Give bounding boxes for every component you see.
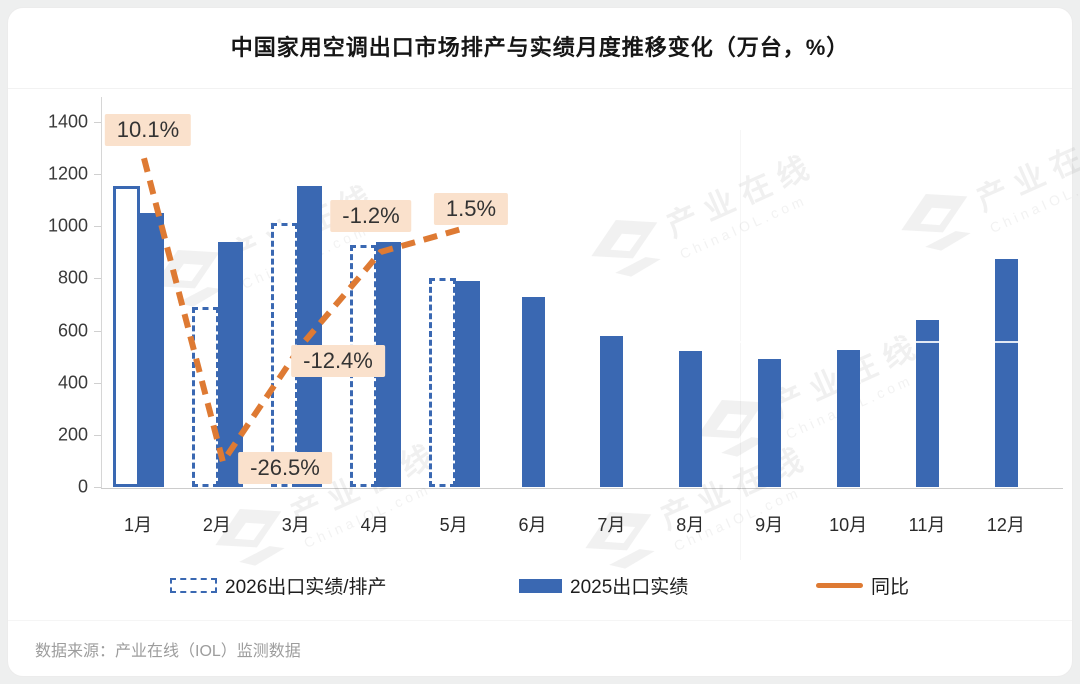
bar-2025-11月 bbox=[916, 320, 939, 487]
y-axis-label: 1200 bbox=[47, 163, 88, 184]
legend-item-2026: 2026出口实绩/排产 bbox=[170, 572, 387, 599]
legend-swatch-dashed-bar bbox=[170, 578, 217, 593]
footer-divider bbox=[8, 620, 1072, 621]
bar-2026-1月 bbox=[113, 185, 140, 487]
bar-2026-2月 bbox=[191, 307, 219, 487]
y-axis-tick bbox=[94, 122, 101, 124]
source-note: 数据来源：产业在线（IOL）监测数据 bbox=[35, 643, 301, 660]
x-axis-label-2月: 2月 bbox=[202, 515, 231, 535]
chart-title: 中国家用空调出口市场排产与实绩月度推移变化（万台，%） bbox=[230, 35, 850, 60]
x-axis-label-5月: 5月 bbox=[439, 515, 468, 535]
legend-swatch-line bbox=[816, 583, 863, 588]
x-axis-label-11月: 11月 bbox=[908, 515, 946, 535]
y-axis-label: 200 bbox=[57, 424, 88, 445]
y-axis-label: 600 bbox=[57, 320, 88, 341]
watermark-seam-horizontal bbox=[652, 341, 1063, 343]
bar-2025-2月 bbox=[217, 241, 243, 487]
y-axis-label: 1000 bbox=[47, 215, 88, 236]
y-axis-label: 0 bbox=[77, 476, 88, 497]
yoy-annotation-5: 1.5% bbox=[433, 193, 509, 225]
y-axis-tick bbox=[94, 487, 101, 488]
brand-logo-icon bbox=[591, 220, 661, 277]
yoy-annotation-3: -12.4% bbox=[291, 345, 385, 377]
legend-label-2025: 2025出口实绩 bbox=[570, 577, 689, 598]
yoy-annotation-1: 10.1% bbox=[104, 114, 192, 146]
legend-label-yoy: 同比 bbox=[871, 577, 910, 598]
bar-2025-9月 bbox=[758, 359, 782, 487]
y-axis-label: 800 bbox=[57, 267, 88, 288]
bar-2026-5月 bbox=[428, 277, 456, 487]
x-axis-label-3月: 3月 bbox=[281, 515, 310, 535]
brand-logo-icon bbox=[901, 194, 971, 251]
x-axis-label-4月: 4月 bbox=[360, 515, 389, 535]
legend-item-2025: 2025出口实绩 bbox=[519, 572, 688, 599]
y-axis-tick bbox=[94, 174, 101, 176]
watermark-seam-vertical bbox=[740, 130, 741, 560]
title-divider bbox=[8, 88, 1072, 89]
watermark-en-text: ChinaIOL.com bbox=[677, 191, 810, 263]
y-axis-label: 400 bbox=[57, 372, 88, 393]
x-axis-label-10月: 10月 bbox=[829, 515, 868, 535]
x-axis-label-12月: 12月 bbox=[986, 515, 1025, 535]
brand-logo-icon bbox=[215, 509, 285, 566]
legend-label-2026: 2026出口实绩/排产 bbox=[225, 577, 387, 598]
bar-2025-8月 bbox=[679, 351, 703, 487]
y-axis-tick bbox=[94, 278, 101, 280]
bar-2025-1月 bbox=[139, 213, 164, 487]
bar-2025-12月 bbox=[994, 258, 1018, 487]
yoy-annotation-2: -26.5% bbox=[238, 452, 332, 484]
watermark-cn-text: 产业在线 bbox=[971, 120, 1080, 218]
x-axis-label-7月: 7月 bbox=[597, 515, 626, 535]
bar-2025-6月 bbox=[521, 296, 545, 487]
x-axis-line bbox=[101, 488, 1063, 489]
bar-2025-3月 bbox=[296, 185, 322, 487]
legend-item-yoy: 同比 bbox=[816, 572, 909, 599]
x-axis-label-1月: 1月 bbox=[123, 515, 152, 535]
bar-2025-10月 bbox=[837, 350, 861, 487]
y-axis-line bbox=[101, 97, 102, 488]
bar-2025-7月 bbox=[600, 335, 624, 487]
legend-swatch-solid-bar bbox=[519, 578, 562, 593]
y-axis-label: 1400 bbox=[47, 111, 88, 132]
y-axis-tick bbox=[94, 330, 101, 332]
y-axis-tick bbox=[94, 226, 101, 228]
y-axis-tick bbox=[94, 434, 101, 436]
x-axis-label-8月: 8月 bbox=[676, 515, 705, 535]
x-axis-label-9月: 9月 bbox=[755, 515, 784, 535]
x-axis-label-6月: 6月 bbox=[518, 515, 547, 535]
watermark-en-text: ChinaIOL.com bbox=[987, 165, 1080, 237]
y-axis-tick bbox=[94, 382, 101, 384]
bar-2025-5月 bbox=[454, 281, 480, 487]
yoy-annotation-4: -1.2% bbox=[330, 200, 412, 232]
